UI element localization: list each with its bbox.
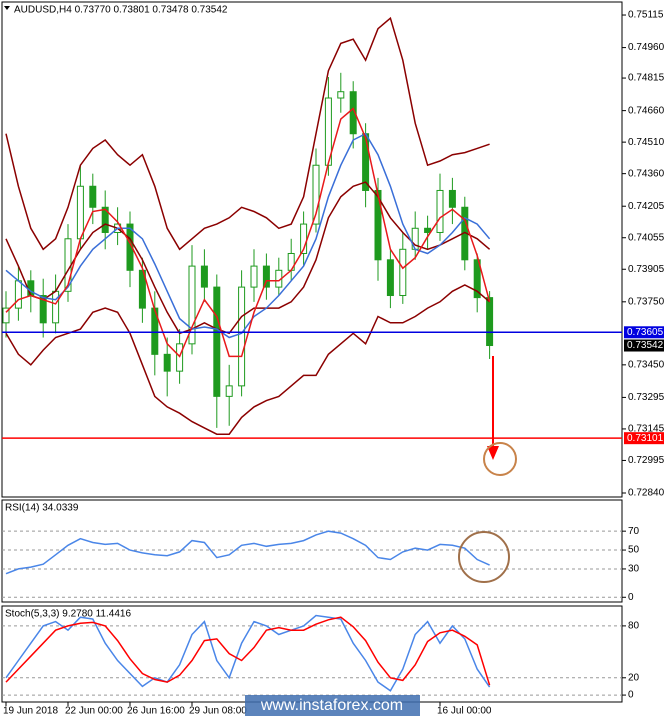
y-tick-label: 30 <box>628 564 640 575</box>
level-label-box <box>624 432 664 445</box>
x-tick-label: 22 Jun 00:00 <box>65 706 123 717</box>
watermark: www.instaforex.com <box>260 697 403 714</box>
indicator-line <box>5 132 491 339</box>
y-tick-label: 20 <box>628 672 640 683</box>
y-tick-label: 0.74055 <box>628 232 665 243</box>
y-tick-label: 50 <box>628 545 640 556</box>
price-label: 0.73542 <box>627 340 664 351</box>
candle-body <box>188 265 196 345</box>
candle-body <box>89 185 97 208</box>
stoch-title: Stoch(5,3,3) 9.2780 11.4416 <box>5 609 131 620</box>
y-tick-label: 70 <box>628 526 640 537</box>
candle-body <box>337 91 345 99</box>
candle-body <box>213 286 221 397</box>
candle-body <box>386 259 394 297</box>
y-tick-label: 0.73295 <box>628 392 665 403</box>
main-pane <box>1 1 623 498</box>
y-tick-label: 0.72840 <box>628 488 665 499</box>
candle-body <box>312 164 320 225</box>
candle-body <box>250 265 258 288</box>
x-tick-label: 16 Jul 00:00 <box>437 706 492 717</box>
indicator-line <box>5 16 490 251</box>
y-tick-label: 0.75115 <box>628 10 664 21</box>
y-tick-label: 0 <box>628 690 634 701</box>
watermark-box <box>245 695 420 716</box>
price-label-box <box>624 339 664 352</box>
candle-body <box>436 189 444 233</box>
y-tick-label: 0.74510 <box>628 137 665 148</box>
y-tick-label: 0.73905 <box>628 264 665 275</box>
target-circle <box>483 442 517 476</box>
candle-body <box>374 189 382 261</box>
level-label-box <box>624 326 664 339</box>
y-tick-label: 0.74360 <box>628 168 665 179</box>
candle-body <box>448 189 456 208</box>
x-tick-label: 19 Jun 2018 <box>3 706 58 717</box>
y-tick-label: 0.73145 <box>628 424 665 435</box>
y-tick-label: 0 <box>628 592 634 603</box>
candle-body <box>399 248 407 297</box>
y-tick-label: 0.74660 <box>628 105 665 116</box>
candle-body <box>2 307 10 324</box>
candle-body <box>14 280 22 309</box>
candle-body <box>349 91 357 135</box>
arrow-head <box>487 446 499 460</box>
indicator-line <box>5 614 491 692</box>
y-tick-label: 0.73450 <box>628 359 665 370</box>
y-tick-label: 0.74205 <box>628 201 665 212</box>
rsi-pane <box>1 499 623 603</box>
candle-body <box>238 286 246 387</box>
x-tick-label: 29 Jun 08:00 <box>189 706 247 717</box>
candle-body <box>76 185 84 240</box>
candle-body <box>163 353 171 372</box>
candle-body <box>225 385 233 397</box>
y-tick-label: 0.74960 <box>628 42 665 53</box>
x-tick-label: 26 Jun 16:00 <box>127 706 185 717</box>
plot-layer: 0.75115 0.74960 0.74815 0.74660 0.74510 0.743… <box>2 10 665 717</box>
candle-body <box>176 343 184 372</box>
annotations <box>458 356 517 583</box>
candle-body <box>126 223 134 271</box>
rsi-circle <box>458 531 510 583</box>
candle-body <box>473 259 481 299</box>
rsi-title: RSI(14) 34.0339 <box>5 503 79 514</box>
candle-body <box>101 206 109 233</box>
indicator-line <box>5 530 490 575</box>
candle-body <box>200 265 208 288</box>
candle-body <box>486 297 494 347</box>
candle-body <box>424 227 432 233</box>
title-arrow <box>4 6 10 10</box>
y-tick-label: 0.72995 <box>628 455 665 466</box>
y-tick-label: 0.74815 <box>628 73 665 84</box>
level-label: 0.73605 <box>627 327 664 338</box>
chart-title: AUDUSD,H4 0.73770 0.73801 0.73478 0.7354… <box>14 5 228 16</box>
y-tick-label: 80 <box>628 621 640 632</box>
indicator-line <box>5 616 491 686</box>
candle-body <box>52 290 60 324</box>
candle-body <box>27 280 35 297</box>
indicator-line <box>5 181 491 335</box>
level-label: 0.73101 <box>627 433 664 444</box>
candle-body <box>262 265 270 288</box>
candle-body <box>39 295 47 324</box>
y-tick-label: 0.73750 <box>628 296 665 307</box>
indicator-line <box>5 284 491 435</box>
indicator-line <box>5 107 491 358</box>
